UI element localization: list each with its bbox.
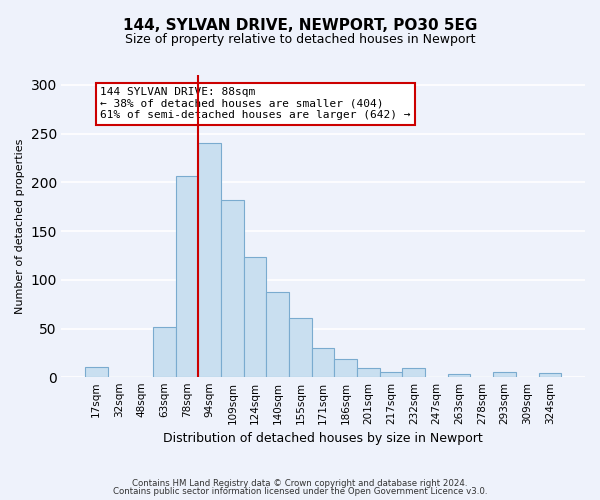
Bar: [312, 348, 334, 378]
Bar: [334, 359, 357, 378]
Text: Contains public sector information licensed under the Open Government Licence v3: Contains public sector information licen…: [113, 487, 487, 496]
Y-axis label: Number of detached properties: Number of detached properties: [15, 138, 25, 314]
Text: Contains HM Land Registry data © Crown copyright and database right 2024.: Contains HM Land Registry data © Crown c…: [132, 478, 468, 488]
Bar: [493, 372, 516, 378]
Bar: [403, 368, 425, 378]
Bar: [289, 318, 312, 378]
Text: 144, SYLVAN DRIVE, NEWPORT, PO30 5EG: 144, SYLVAN DRIVE, NEWPORT, PO30 5EG: [123, 18, 477, 32]
Bar: [448, 374, 470, 378]
Bar: [221, 200, 244, 378]
Bar: [244, 258, 266, 378]
Bar: [539, 374, 561, 378]
Text: 144 SYLVAN DRIVE: 88sqm
← 38% of detached houses are smaller (404)
61% of semi-d: 144 SYLVAN DRIVE: 88sqm ← 38% of detache…: [100, 87, 411, 120]
Bar: [357, 368, 380, 378]
Bar: [380, 372, 403, 378]
Bar: [266, 292, 289, 378]
Bar: [199, 144, 221, 378]
Text: Size of property relative to detached houses in Newport: Size of property relative to detached ho…: [125, 32, 475, 46]
Bar: [153, 326, 176, 378]
Bar: [85, 366, 107, 378]
Bar: [176, 176, 199, 378]
X-axis label: Distribution of detached houses by size in Newport: Distribution of detached houses by size …: [163, 432, 483, 445]
